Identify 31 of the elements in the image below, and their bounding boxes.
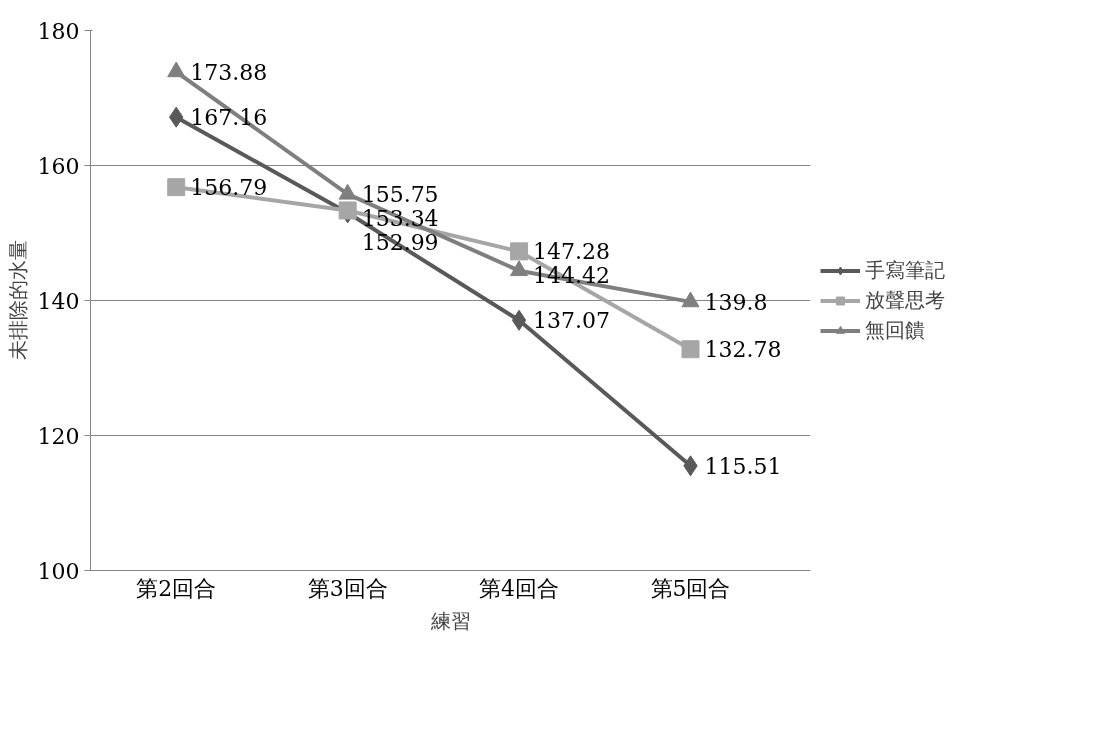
data-label: 155.75: [361, 182, 439, 208]
legend-label: 無回饋: [865, 316, 925, 344]
y-tick-label: 120: [37, 423, 80, 449]
point: [681, 340, 700, 359]
point: [167, 178, 186, 197]
data-label: 144.42: [533, 263, 611, 289]
y-tick-label: 160: [37, 153, 80, 179]
point: [510, 242, 529, 261]
data-label: 147.28: [533, 239, 611, 265]
point: [338, 201, 357, 220]
data-label: 139.8: [704, 289, 768, 315]
legend-label: 放聲思考: [865, 286, 945, 314]
x-tick-label: 第5回合: [650, 575, 731, 601]
y-tick-label: 100: [37, 558, 80, 584]
point: [511, 309, 527, 331]
y-tick-label: 180: [37, 18, 80, 44]
data-label: 156.79: [190, 175, 268, 201]
data-label: 132.78: [704, 337, 782, 363]
data-label: 167.16: [190, 105, 268, 131]
legend-label: 手寫筆記: [865, 256, 945, 284]
x-axis-title: 練習: [429, 608, 471, 633]
y-tick-label: 140: [37, 288, 80, 314]
y-axis-title: 未排除的水量: [5, 240, 30, 361]
data-label: 137.07: [533, 308, 611, 334]
x-tick-label: 第3回合: [307, 575, 388, 601]
point: [167, 61, 186, 78]
x-tick-label: 第2回合: [136, 575, 217, 601]
data-label: 153.34: [361, 206, 439, 232]
data-label: 173.88: [190, 59, 268, 85]
data-label: 115.51: [704, 453, 782, 479]
x-tick-label: 第4回合: [479, 575, 560, 601]
